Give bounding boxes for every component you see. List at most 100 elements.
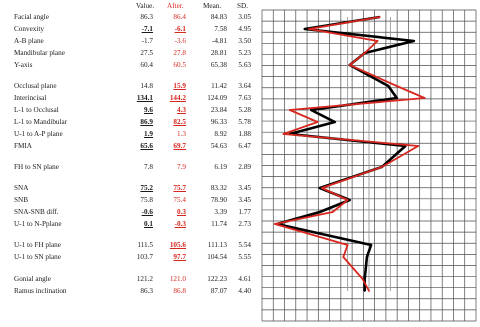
row-label: FH to SN plane (14, 163, 59, 171)
row-label: L-1 to Mandibular (14, 118, 68, 126)
row-mean: 6.19 (214, 163, 227, 171)
table-row: Mandibular plane 27.5 27.8 28.81 5.23 (0, 48, 260, 58)
data-point (316, 121, 319, 123)
row-label: FMIA (14, 142, 32, 150)
row-after: 0.3 (177, 208, 186, 216)
data-point (395, 97, 398, 99)
data-point (361, 278, 364, 280)
row-value: 75.8 (140, 196, 153, 204)
row-after: 144.2 (169, 94, 186, 102)
row-label: A-B plane (14, 37, 44, 45)
row-after: 121.0 (169, 275, 186, 283)
row-value: 7.8 (144, 163, 153, 171)
table-row: U-1 to FH plane 111.5 105.6 111.13 5.54 (0, 240, 260, 250)
row-sd: 5.63 (238, 61, 251, 69)
row-after: 27.8 (173, 49, 186, 57)
data-point (387, 85, 390, 87)
data-point (380, 166, 383, 168)
row-label: Mandibular plane (14, 49, 65, 57)
data-point (363, 52, 366, 54)
row-mean: 84.83 (210, 13, 227, 21)
row-value: 75.2 (140, 184, 153, 192)
row-mean: 122.23 (207, 275, 227, 283)
row-value: 121.2 (136, 275, 153, 283)
row-mean: 7.58 (214, 25, 227, 33)
row-mean: 11.42 (211, 82, 227, 90)
row-sd: 1.88 (238, 130, 251, 138)
data-point (346, 199, 349, 201)
header-mean: Mean. (203, 2, 222, 10)
row-after: 60.5 (173, 61, 186, 69)
row-after: 15.9 (173, 82, 186, 90)
data-point (288, 109, 291, 111)
row-value: -1.7 (141, 37, 153, 45)
table-row: Y-axis 60.4 60.5 65.38 5.63 (0, 60, 260, 70)
row-sd: 2.73 (238, 220, 251, 228)
row-mean: 11.74 (211, 220, 227, 228)
row-mean: 87.07 (210, 287, 227, 295)
data-point (413, 40, 415, 42)
row-label: Interincisal (14, 94, 47, 102)
row-sd: 5.28 (238, 106, 251, 114)
data-point (342, 256, 345, 258)
row-sd: 3.45 (238, 196, 251, 204)
measurement-table: Value. After. Mean. SD. Facial angle 86.3… (0, 2, 260, 296)
row-value: 60.4 (140, 61, 153, 69)
row-label: U-1 to N-Pplane (14, 220, 62, 228)
row-label: Y-axis (14, 61, 33, 69)
row-after: 75.7 (173, 184, 186, 192)
row-sd: 6.47 (238, 142, 251, 150)
row-after: 75.4 (173, 196, 186, 204)
row-value: 65.6 (140, 142, 153, 150)
row-mean: 65.38 (210, 61, 227, 69)
row-mean: 96.33 (210, 118, 227, 126)
row-label: U-1 to SN plane (14, 253, 61, 261)
table-row: Ramus inclination 86.3 86.8 87.07 4.40 (0, 286, 260, 296)
row-mean: 28.81 (210, 49, 227, 57)
row-value: 86.3 (140, 13, 153, 21)
row-sd: 7.63 (238, 94, 251, 102)
row-after: 7.9 (177, 163, 186, 171)
table-row: L-1 to Mandibular 86.9 82.5 96.33 5.78 (0, 117, 260, 127)
data-point (310, 109, 313, 111)
row-sd: 1.77 (238, 208, 251, 216)
row-mean: 23.84 (210, 106, 227, 114)
row-value: 111.5 (137, 241, 153, 249)
row-value: 9.6 (144, 106, 153, 114)
data-point (395, 85, 398, 87)
table-row: SNA 75.2 75.7 83.32 3.45 (0, 183, 260, 193)
table-row: Gonial angle 121.2 121.0 122.23 4.61 (0, 274, 260, 284)
data-point (370, 244, 373, 246)
row-after: 4.3 (177, 106, 186, 114)
series-line-after (273, 16, 426, 292)
data-point (303, 28, 306, 30)
data-point (321, 187, 323, 189)
data-point (331, 211, 334, 213)
row-sd: 4.40 (238, 287, 251, 295)
row-sd: 5.78 (238, 118, 251, 126)
table-row: SNA-SNB diff. -0.6 0.3 3.39 1.77 (0, 207, 260, 217)
row-value: -0.6 (141, 208, 153, 216)
data-point (346, 244, 349, 246)
row-sd: 2.89 (238, 163, 251, 171)
row-after: 86.4 (173, 13, 186, 21)
table-row: Interincisal 134.1 144.2 124.09 7.63 (0, 93, 260, 103)
row-label: SNA-SNB diff. (14, 208, 59, 216)
row-sd: 3.05 (238, 13, 251, 21)
data-point (333, 121, 336, 123)
polygon-chart (261, 9, 477, 322)
row-after: 82.5 (173, 118, 186, 126)
row-value: 103.7 (136, 253, 153, 261)
data-point (348, 199, 351, 201)
row-label: Facial angle (14, 13, 49, 21)
table-row: A-B plane -1.7 -3.6 -4.81 3.50 (0, 36, 260, 46)
data-point (376, 40, 379, 42)
row-label: L-1 to Occlusal (14, 106, 59, 114)
row-label: Ramus inclination (14, 287, 67, 295)
data-point (378, 16, 381, 18)
row-value: -7.1 (141, 25, 153, 33)
table-row: FMIA 65.6 69.7 54.63 6.47 (0, 141, 260, 151)
row-sd: 5.54 (238, 241, 251, 249)
row-after: 97.7 (173, 253, 186, 261)
row-value: 134.1 (136, 94, 153, 102)
